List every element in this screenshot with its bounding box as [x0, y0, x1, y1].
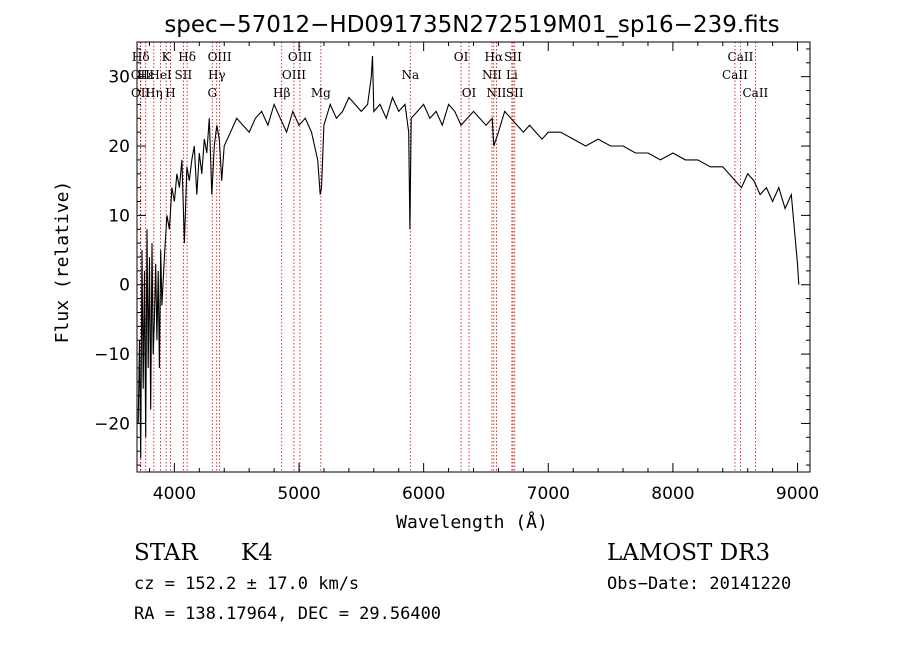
line-label-19: OI [462, 86, 477, 100]
x-tick-label-4: 8000 [651, 484, 694, 504]
line-label-16: Mg [311, 86, 331, 100]
line-label-25: SII [506, 86, 524, 100]
line-label-7: H [165, 86, 175, 100]
object-class: STAR [134, 540, 198, 566]
line-label-23: SII [504, 50, 522, 64]
line-label-27: CaII [722, 68, 748, 82]
line-label-1: OII [131, 68, 151, 82]
line-label-6: HeI [149, 68, 172, 82]
y-tick-label-2: 0 [119, 276, 130, 296]
line-label-20: Hα [485, 50, 504, 64]
line-label-10: OIII [208, 50, 232, 64]
line-label-21: NII [482, 68, 502, 82]
y-axis-ticks: −20 −10 0 10 20 30 [94, 48, 810, 466]
line-label-9: Hδ [178, 50, 196, 64]
spectrum-line [137, 55, 800, 459]
line-label-11: Hγ [208, 68, 226, 82]
line-label-8: SII [175, 68, 193, 82]
object-subclass: K4 [241, 540, 273, 566]
line-label-3: Hε [137, 68, 154, 82]
y-tick-label-5: 30 [108, 68, 130, 88]
y-tick-label-4: 20 [108, 137, 130, 157]
x-tick-label-0: 4000 [153, 484, 196, 504]
line-label-0: Hδ [132, 50, 150, 64]
y-tick-label-1: −10 [94, 345, 130, 365]
line-label-26: CaII [728, 50, 754, 64]
line-label-28: CaII [742, 86, 768, 100]
chart-title: spec−57012−HD091735N272519M01_sp16−239.f… [164, 12, 779, 38]
x-axis-ticks: 4000 5000 6000 7000 8000 9000 [148, 42, 819, 504]
line-label-15: OIII [282, 68, 306, 82]
x-tick-label-1: 5000 [277, 484, 320, 504]
line-label-18: OI [454, 50, 469, 64]
y-tick-label-0: −20 [94, 414, 130, 434]
line-label-13: Hβ [273, 86, 290, 100]
line-label-22: NII [486, 86, 506, 100]
ra-dec-coordinates: RA = 138.17964, DEC = 29.56400 [134, 604, 442, 624]
x-tick-label-3: 7000 [527, 484, 570, 504]
line-label-2: OII [131, 86, 151, 100]
line-label-14: OIII [288, 50, 312, 64]
survey-name: LAMOST DR3 [607, 540, 771, 566]
line-label-12: G [207, 86, 217, 100]
redshift-cz: cz = 152.2 ± 17.0 km/s [134, 574, 360, 594]
observation-date: Obs−Date: 20141220 [607, 574, 792, 594]
x-tick-label-2: 6000 [402, 484, 445, 504]
line-label-4: Hη [145, 86, 163, 100]
y-axis-label: Flux (relative) [52, 181, 73, 344]
line-label-17: Na [401, 68, 419, 82]
y-tick-label-3: 10 [108, 206, 130, 226]
plot-frame [136, 41, 811, 473]
x-axis-label: Wavelength (Å) [396, 511, 548, 533]
x-tick-label-5: 9000 [776, 484, 819, 504]
line-label-5: K [162, 50, 172, 64]
spectral-line-markers [139, 42, 756, 472]
line-label-24: Li [506, 68, 518, 82]
